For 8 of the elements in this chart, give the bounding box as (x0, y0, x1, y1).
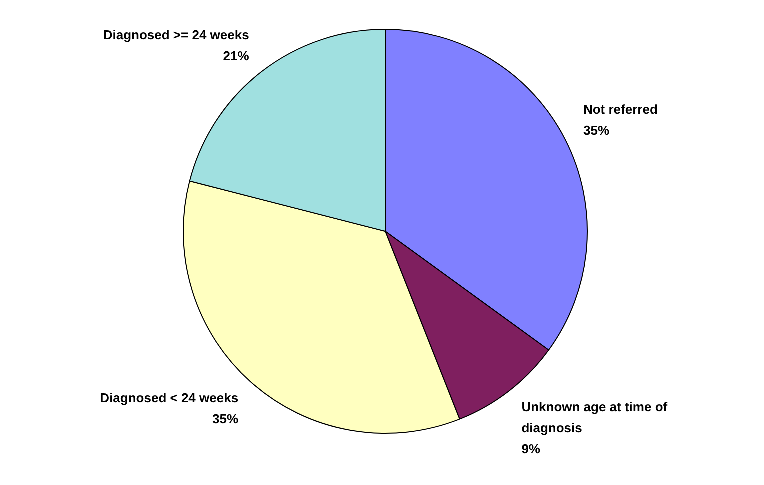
slice-label: Diagnosed >= 24 weeks (103, 27, 250, 42)
slice-label: Diagnosed < 24 weeks (100, 390, 239, 406)
data-label: 21% (223, 48, 250, 64)
data-label: 35% (583, 123, 610, 138)
data-label: 9% (522, 442, 541, 457)
slice-label: Unknown age at time of diagnosis (522, 400, 668, 436)
slice-label: Not referred (583, 102, 658, 118)
data-label: 35% (212, 412, 239, 427)
